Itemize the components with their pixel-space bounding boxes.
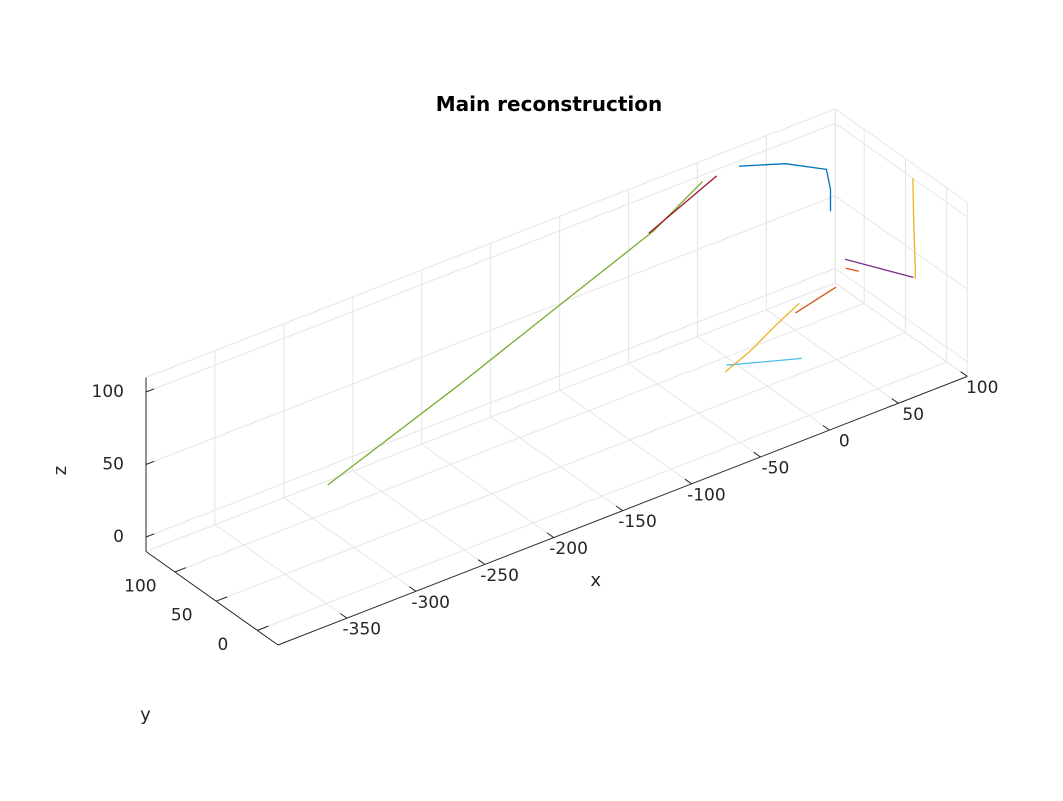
data-series bbox=[327, 163, 916, 486]
grid-line-floor-x bbox=[628, 363, 761, 458]
chart-title: Main reconstruction bbox=[436, 92, 663, 116]
series-line-4 bbox=[844, 258, 914, 279]
x-tick-label: -200 bbox=[549, 539, 588, 559]
x-tick-label: -350 bbox=[343, 620, 382, 640]
grid-line-wall-z bbox=[145, 195, 836, 465]
z-tick-label: 50 bbox=[102, 455, 124, 475]
x-tick bbox=[615, 505, 623, 512]
grid-line-floor-y bbox=[215, 332, 906, 602]
y-tick-label: 50 bbox=[171, 606, 193, 626]
grid-edge bbox=[835, 108, 968, 203]
x-tick-label: -50 bbox=[762, 459, 790, 479]
grid-line-floor-x bbox=[559, 389, 692, 485]
x-tick-label: -100 bbox=[687, 485, 726, 505]
grid-edge bbox=[145, 108, 836, 378]
grid-edge bbox=[145, 282, 836, 552]
x-tick-label: 50 bbox=[902, 405, 924, 425]
y-tick bbox=[215, 596, 228, 602]
y-tick bbox=[174, 567, 187, 573]
x-tick bbox=[340, 613, 348, 619]
y-axis-label: y bbox=[140, 705, 151, 726]
grid-line-floor-x bbox=[697, 336, 830, 431]
series-line-6 bbox=[912, 178, 916, 279]
x-axis-label: x bbox=[590, 570, 601, 591]
x-tick bbox=[822, 424, 830, 431]
grid-lines bbox=[145, 108, 968, 631]
grid-line-floor-x bbox=[352, 470, 486, 565]
z-axis-label: z bbox=[50, 466, 71, 475]
y-tick-label: 0 bbox=[217, 635, 228, 655]
series-line-3 bbox=[738, 163, 832, 212]
x-tick-label: -150 bbox=[618, 512, 657, 532]
z-tick bbox=[145, 533, 155, 538]
x-tick bbox=[891, 398, 899, 404]
grid-line-floor-x bbox=[490, 416, 623, 512]
x-tick-label: -250 bbox=[480, 566, 519, 586]
grid-edge bbox=[835, 282, 968, 377]
grid-line-floor-y bbox=[174, 302, 865, 573]
tick-labels: -350 -300 -250 -200 -150 -100 -50 0 50 100 0 50 100 0… bbox=[92, 378, 999, 655]
y-tick-label: 100 bbox=[124, 576, 156, 596]
grid-line-side-z bbox=[835, 195, 968, 290]
z-tick-label: 0 bbox=[113, 527, 124, 547]
series-line-5 bbox=[845, 267, 859, 272]
grid-line-floor-x bbox=[421, 443, 554, 539]
grid-line-floor-x bbox=[214, 524, 348, 619]
grid-line-floor-y bbox=[257, 361, 947, 631]
x-tick-label: 100 bbox=[966, 378, 998, 398]
series-line-9 bbox=[795, 286, 837, 314]
y-axis-line bbox=[145, 551, 279, 646]
z-tick bbox=[145, 460, 155, 465]
grid-line-floor-x bbox=[283, 497, 417, 592]
x-tick bbox=[477, 559, 486, 565]
grid-line-wall-z bbox=[145, 122, 836, 393]
grid-line-side-z bbox=[835, 267, 968, 363]
series-line-8 bbox=[724, 302, 800, 373]
series-line-7 bbox=[726, 357, 803, 366]
x-tick bbox=[546, 532, 554, 539]
series-line-1 bbox=[327, 180, 704, 486]
axes bbox=[145, 371, 968, 646]
x-tick bbox=[960, 371, 968, 377]
x-tick bbox=[753, 451, 761, 458]
grid-line-floor-x bbox=[766, 309, 899, 404]
z-tick-label: 100 bbox=[92, 382, 124, 402]
x-tick-label: 0 bbox=[839, 432, 850, 452]
grid-line-wall-z bbox=[145, 267, 836, 538]
x-tick bbox=[684, 478, 692, 485]
grid-line-side-z bbox=[835, 122, 968, 218]
x-tick bbox=[409, 586, 417, 592]
series-line-2 bbox=[648, 175, 718, 234]
z-tick bbox=[145, 388, 155, 393]
y-tick bbox=[257, 625, 269, 631]
x-tick-label: -300 bbox=[411, 593, 450, 613]
